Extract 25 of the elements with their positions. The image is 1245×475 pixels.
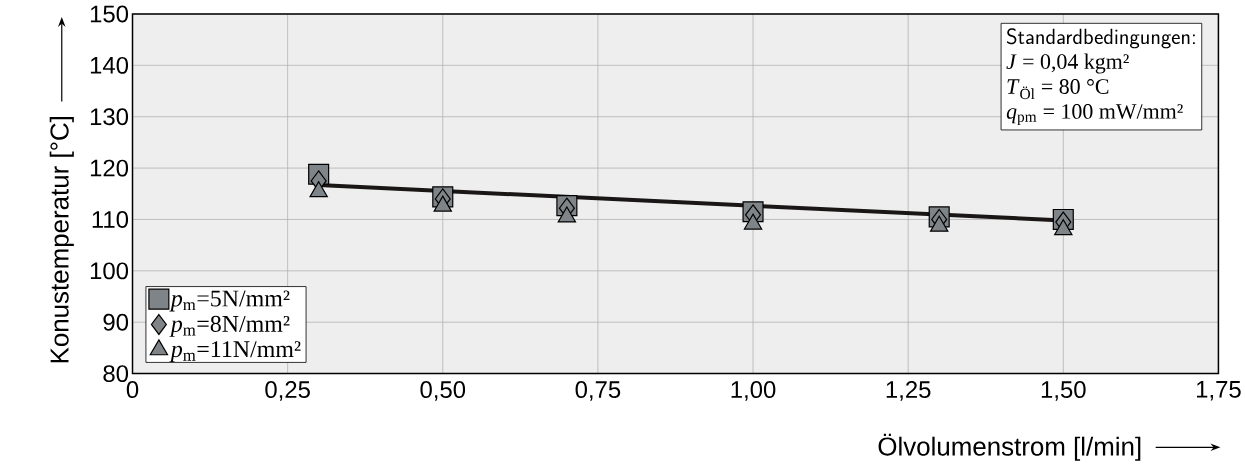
legend-label: p$_{m}$=11N/mm² [169, 341, 301, 362]
y-tick-label: 140 [90, 56, 129, 74]
annotation: q$_{pm}$ = 100 mW/mm² [1006, 103, 1183, 125]
x-tick-label: 0,75 [575, 381, 621, 401]
x-tick-label: 0 [126, 381, 139, 398]
annotation: J = 0,04 kgm² [1006, 53, 1129, 74]
legend-label: p$_{m}$=5N/mm² [169, 290, 290, 312]
y-axis-title: Konustemperatur [°C] [49, 116, 74, 363]
x-axis-title: Ölvolumenstrom [l/min] [878, 433, 1141, 461]
y-tick-label: 100 [90, 262, 129, 280]
legend-label: p$_{m}$=8N/mm² [169, 315, 290, 337]
annotation: T$_{Öl}$ = 80 °C [1007, 79, 1109, 100]
y-tick-label: 130 [90, 108, 129, 126]
y-tick-label: 110 [92, 210, 129, 228]
x-tick-label: 0,25 [265, 381, 310, 401]
annotation: Standardbedingungen: [1007, 28, 1195, 49]
x-tick-label: 1,25 [886, 381, 931, 401]
y-tick-label: 90 [103, 313, 129, 331]
x-tick-label: 1,75 [1196, 380, 1241, 401]
x-tick-label: 1,50 [1041, 381, 1086, 401]
y-tick-label: 150 [90, 5, 129, 23]
y-tick-label: 80 [103, 365, 129, 382]
x-tick-label: 0,50 [420, 381, 466, 401]
y-tick-label: 120 [90, 159, 129, 177]
x-tick-label: 1,00 [731, 381, 776, 401]
